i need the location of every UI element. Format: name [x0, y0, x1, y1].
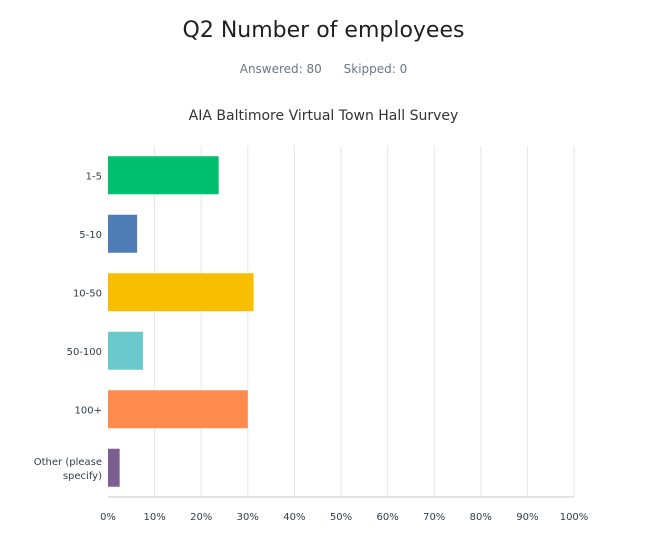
gridlines — [154, 146, 575, 497]
x-tick-label: 20% — [190, 512, 212, 523]
x-tick-label: 60% — [376, 512, 398, 523]
category-label: specify) — [63, 471, 102, 482]
category-label: 50-100 — [67, 347, 102, 358]
category-label: 1-5 — [86, 171, 102, 182]
answered-count: Answered: 80 — [239, 62, 322, 76]
x-tick-label: 100% — [560, 512, 589, 523]
x-tick-label: 90% — [516, 512, 538, 523]
x-tick-labels: 0% 10% 20% 30% 40% 50% 60% 70% 80% 90% 100% — [100, 512, 588, 523]
bar-50-100 — [108, 331, 143, 370]
x-tick-label: 0% — [100, 512, 116, 523]
bar-other-please-specify- — [108, 448, 120, 487]
category-label: Other (please — [34, 457, 102, 468]
category-label: 5-10 — [79, 230, 102, 241]
bars — [108, 156, 254, 487]
x-tick-label: 50% — [330, 512, 352, 523]
x-tick-label: 10% — [143, 512, 165, 523]
category-labels: 1-5 5-10 10-50 50-100 100+ Other (please speci… — [34, 171, 102, 482]
response-stats: Answered: 80 Skipped: 0 — [0, 62, 647, 76]
x-tick-label: 40% — [283, 512, 305, 523]
skipped-count: Skipped: 0 — [343, 62, 408, 76]
chart-title: AIA Baltimore Virtual Town Hall Survey — [188, 108, 459, 124]
category-label: 100+ — [75, 405, 102, 416]
bar-5-10 — [108, 214, 138, 253]
question-title: Q2 Number of employees — [182, 18, 465, 43]
x-tick-label: 30% — [237, 512, 259, 523]
category-label: 10-50 — [73, 288, 102, 299]
x-tick-label: 70% — [423, 512, 445, 523]
bar-100- — [108, 390, 248, 429]
bar-10-50 — [108, 273, 254, 312]
bar-1-5 — [108, 156, 219, 195]
x-tick-label: 80% — [470, 512, 492, 523]
